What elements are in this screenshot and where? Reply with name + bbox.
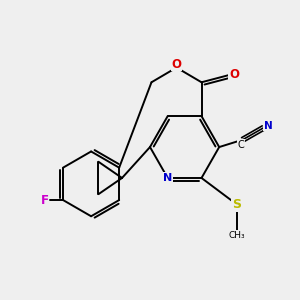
Text: O: O <box>229 68 239 81</box>
Text: N: N <box>163 173 172 183</box>
Text: C: C <box>238 140 245 150</box>
Text: F: F <box>40 194 49 207</box>
Text: O: O <box>172 58 182 70</box>
Text: CH₃: CH₃ <box>229 231 245 240</box>
Text: S: S <box>232 198 242 211</box>
Text: N: N <box>264 121 273 130</box>
